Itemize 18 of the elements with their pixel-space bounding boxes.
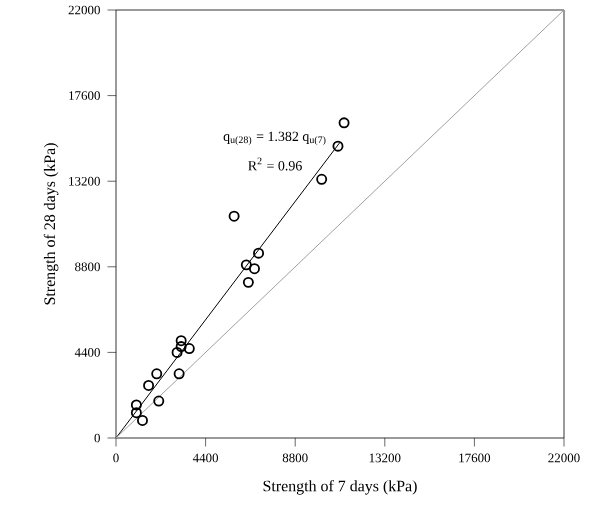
point bbox=[175, 341, 187, 353]
point bbox=[171, 346, 183, 358]
point bbox=[175, 335, 187, 347]
point bbox=[130, 399, 142, 411]
point bbox=[316, 173, 328, 185]
point bbox=[338, 117, 350, 129]
point bbox=[253, 247, 265, 259]
point bbox=[240, 259, 252, 271]
point bbox=[183, 343, 195, 354]
point bbox=[242, 276, 254, 288]
point bbox=[173, 368, 185, 380]
point bbox=[151, 368, 163, 380]
point bbox=[143, 379, 155, 391]
point bbox=[136, 415, 148, 426]
point bbox=[130, 407, 142, 419]
point bbox=[228, 210, 240, 222]
point bbox=[153, 395, 165, 407]
point bbox=[248, 263, 260, 275]
